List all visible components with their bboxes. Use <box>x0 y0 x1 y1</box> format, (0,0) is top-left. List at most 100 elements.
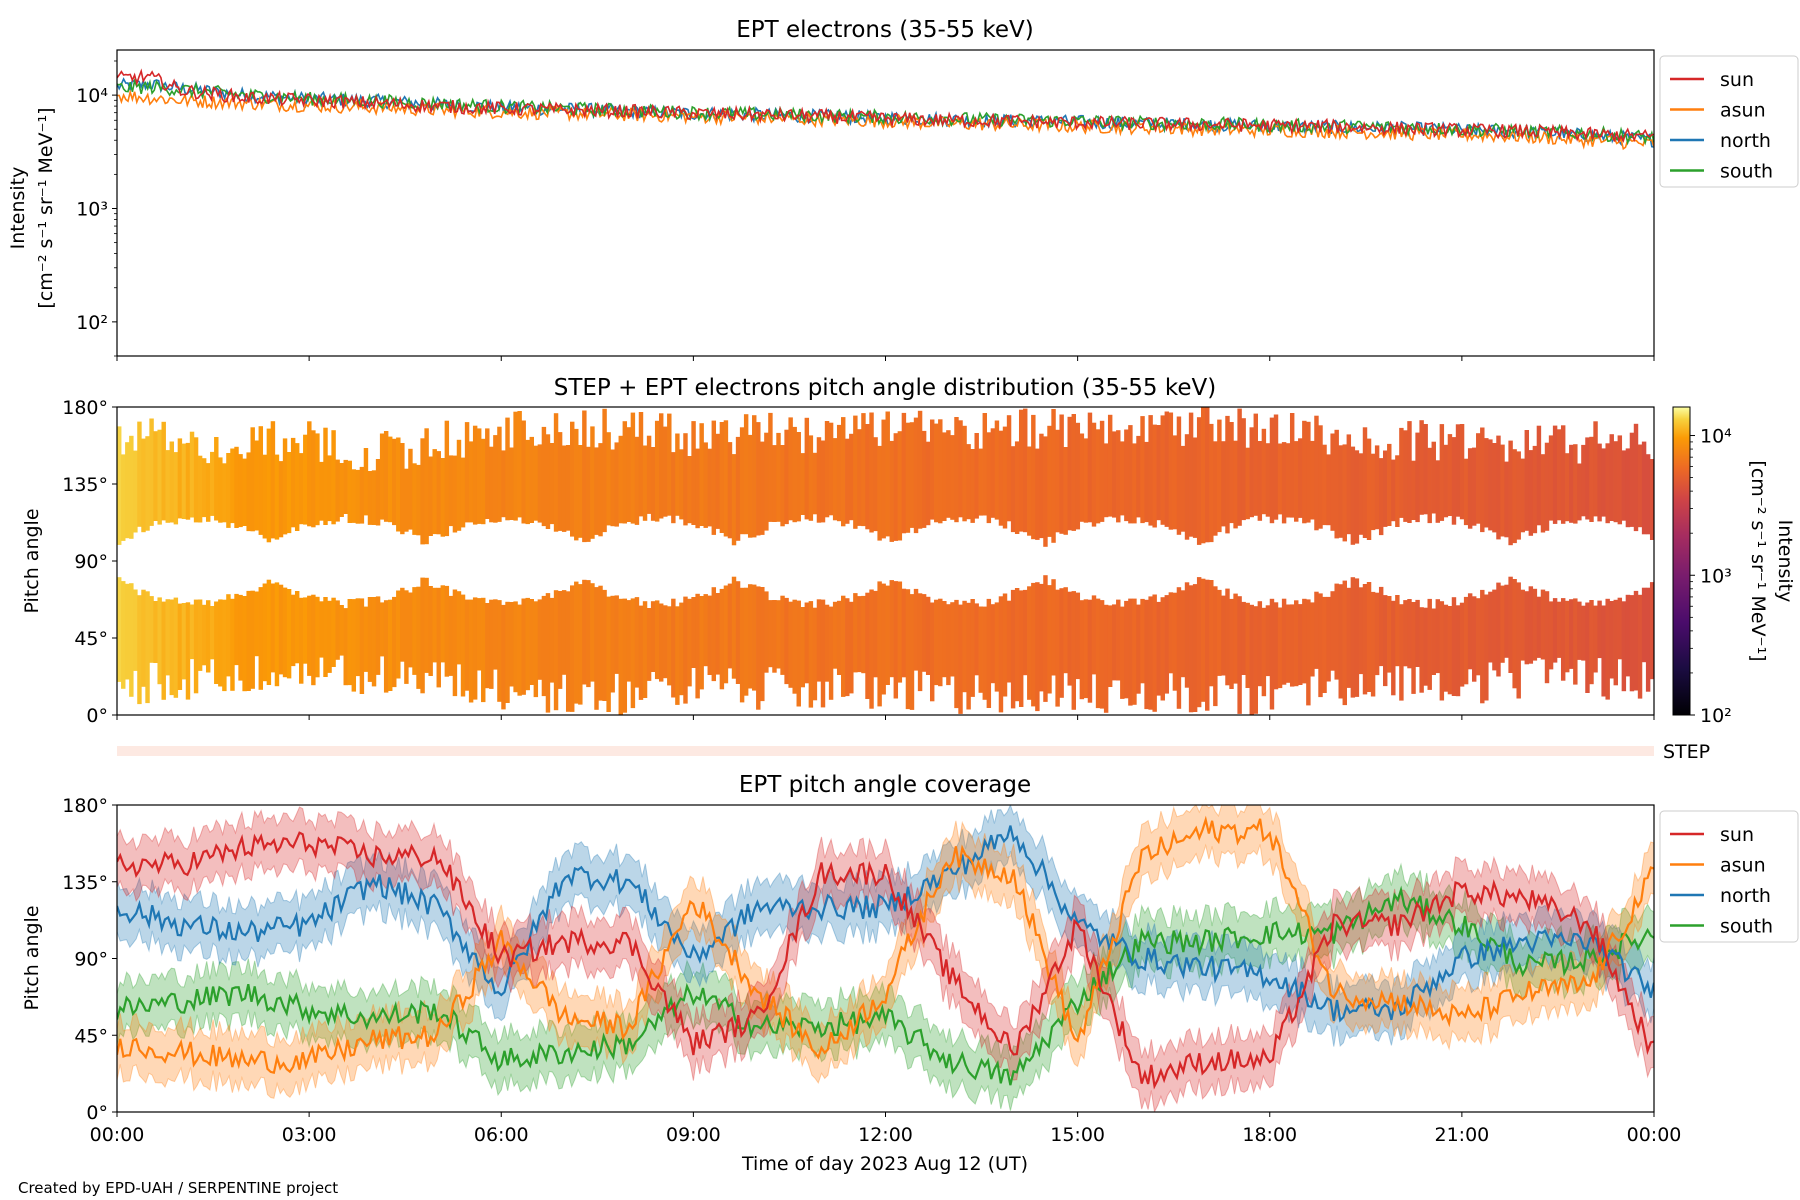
ytick-label: 90° <box>74 949 108 971</box>
panel1-yunit: [cm⁻² s⁻¹ sr⁻¹ MeV⁻¹] <box>35 107 57 308</box>
heat-cell <box>1500 444 1505 537</box>
heat-cell <box>436 451 441 535</box>
heat-cell <box>1140 598 1145 684</box>
heat-cell <box>1209 423 1214 543</box>
heat-cell <box>602 408 607 533</box>
heat-cell <box>250 590 255 689</box>
legend-label-sun: sun <box>1720 69 1754 91</box>
heat-cell <box>974 433 979 519</box>
heat-cell <box>626 427 632 522</box>
heat-cell <box>1107 605 1113 687</box>
heat-cell <box>958 420 963 518</box>
heat-cell <box>351 599 357 692</box>
heat-cell <box>1621 601 1627 692</box>
heat-cell <box>978 448 983 516</box>
heat-cell <box>1552 425 1558 524</box>
heat-cell <box>1067 416 1072 531</box>
heat-cell <box>193 599 199 694</box>
heat-cell <box>254 440 259 531</box>
heat-cell <box>1633 423 1639 532</box>
heat-cell <box>137 595 142 705</box>
series-line-north <box>117 77 1654 148</box>
heat-cell <box>169 441 175 523</box>
heat-cell <box>756 586 761 710</box>
heat-cell <box>1645 587 1651 692</box>
heat-cell <box>1540 589 1546 660</box>
heat-cell <box>841 417 846 527</box>
heat-cell <box>1217 589 1222 676</box>
heat-cell <box>1014 588 1020 702</box>
heat-cell <box>464 599 470 691</box>
ytick-label: 0° <box>86 705 108 727</box>
heat-cell <box>1314 415 1319 531</box>
heat-cell <box>1354 578 1360 697</box>
heat-cell <box>873 590 878 678</box>
xtick-label: 15:00 <box>1050 1124 1105 1146</box>
heat-cell <box>804 602 810 684</box>
heat-cell <box>521 420 526 524</box>
heat-cell <box>149 418 154 526</box>
heat-cell <box>1459 602 1465 687</box>
heat-cell <box>1625 594 1631 677</box>
heat-cell <box>234 593 239 666</box>
heat-cell <box>1451 437 1457 525</box>
heat-cell <box>1556 429 1562 521</box>
heat-cell <box>254 591 259 657</box>
heat-cell <box>565 445 571 531</box>
heat-cell <box>747 584 753 689</box>
heat-cell <box>137 421 142 527</box>
heat-cell <box>428 586 433 676</box>
heat-cell <box>270 583 276 673</box>
heat-cell <box>1205 407 1210 543</box>
heat-cell <box>290 594 296 667</box>
heat-cell <box>177 438 183 519</box>
heat-cell <box>1629 432 1635 527</box>
heat-cell <box>1467 593 1473 670</box>
heat-cell <box>448 595 454 676</box>
heat-cell <box>565 591 571 712</box>
heat-cell <box>319 461 324 521</box>
heat-cell <box>618 598 623 715</box>
heat-cell <box>962 425 967 522</box>
heat-cell <box>1342 580 1347 706</box>
heat-cell <box>792 599 797 694</box>
heat-cell <box>1415 599 1420 667</box>
heat-cell <box>820 440 826 523</box>
heat-cell <box>1544 591 1550 684</box>
heat-cell <box>1059 588 1064 698</box>
heat-cell <box>145 591 150 704</box>
heat-cell <box>743 587 749 696</box>
heat-cell <box>117 426 122 545</box>
heat-cell <box>1350 446 1356 545</box>
heat-cell <box>1419 420 1424 515</box>
heat-cell <box>1613 599 1618 686</box>
heat-cell <box>371 470 377 525</box>
heat-cell <box>1059 414 1064 534</box>
heat-cell <box>412 587 417 675</box>
heat-cell <box>537 444 543 523</box>
heat-cell <box>1573 444 1578 524</box>
heat-cell <box>242 596 247 692</box>
colorbar-label: Intensity <box>1774 520 1796 603</box>
heat-cell <box>294 443 300 531</box>
heat-cell <box>970 599 975 697</box>
heat-cell <box>1605 598 1610 700</box>
colorbar-tick-label: 10³ <box>1700 565 1732 587</box>
heat-cell <box>691 421 696 525</box>
heat-cell <box>1233 593 1238 684</box>
heat-cell <box>586 446 591 542</box>
heat-cell <box>1423 607 1428 686</box>
heat-cell <box>845 438 850 524</box>
heat-cell <box>590 583 595 682</box>
heat-cell <box>460 457 466 528</box>
ytick-label: 180° <box>62 795 108 817</box>
heat-cell <box>185 602 191 700</box>
heat-cell <box>533 445 539 521</box>
heat-cell <box>808 435 814 521</box>
heat-cell <box>1160 597 1165 701</box>
heat-cell <box>1435 599 1441 674</box>
heat-cell <box>630 412 636 524</box>
heat-cell <box>1310 602 1315 677</box>
heat-cell <box>881 583 886 695</box>
heat-cell <box>699 423 704 526</box>
